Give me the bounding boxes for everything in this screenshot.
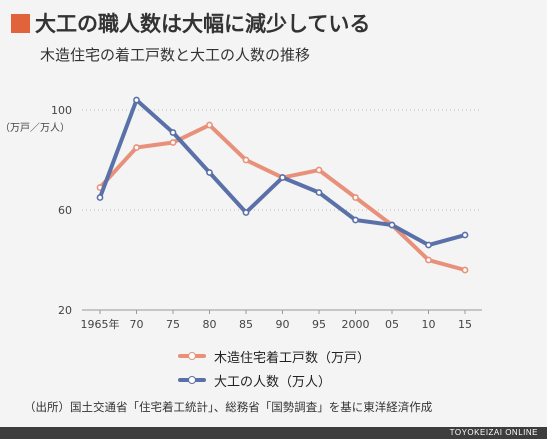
data-point-1-1 <box>133 96 140 104</box>
data-point-1-5 <box>279 174 286 181</box>
x-tick-label-5: 90 <box>276 318 290 331</box>
series-layer <box>96 96 469 274</box>
x-tick-label-7: 2000 <box>342 318 370 331</box>
y-axis-unit-label: （万戸／万人） <box>0 123 70 134</box>
x-tick-label-0: 1965年 <box>81 317 120 331</box>
chart-subtitle: 木造住宅の着工戸数と大工の人数の推移 <box>40 46 311 64</box>
y-tick-label-60: 60 <box>58 204 72 217</box>
data-point-1-9 <box>425 241 432 249</box>
legend-item-carpenters: 大工の人数（万人） <box>178 368 370 392</box>
title-accent-square <box>11 13 30 33</box>
chart-title: 大工の職人数は大幅に減少している <box>35 12 371 36</box>
source-note: （出所）国土交通省「住宅着工統計」、総務省「国勢調査」を基に東洋経済作成 <box>24 400 433 414</box>
data-point-1-7 <box>352 216 359 224</box>
x-tick-label-3: 80 <box>203 318 217 331</box>
data-point-0-4 <box>242 156 250 164</box>
data-point-1-6 <box>315 189 323 196</box>
series-0 <box>96 121 469 274</box>
x-tick-label-9: 10 <box>422 318 436 331</box>
legend: 木造住宅着工戸数（万戸） 大工の人数（万人） <box>178 344 370 392</box>
legend-swatch-orange <box>178 351 206 361</box>
data-point-1-8 <box>388 221 396 229</box>
title-row: 大工の職人数は大幅に減少している <box>11 8 370 38</box>
x-tick-label-4: 85 <box>239 318 253 331</box>
legend-marker-orange <box>188 352 196 360</box>
legend-item-housing-starts: 木造住宅着工戸数（万戸） <box>178 344 370 368</box>
x-tick-label-6: 95 <box>312 318 326 331</box>
x-tick-labels: 1965年 70 75 80 85 90 95 2000 05 10 15 <box>81 310 472 331</box>
data-point-1-4 <box>242 209 250 216</box>
x-tick-label-10: 15 <box>458 318 472 331</box>
y-tick-label-20: 20 <box>58 304 72 317</box>
data-point-0-3 <box>206 121 213 129</box>
data-point-1-10 <box>461 231 469 239</box>
data-point-0-2 <box>169 139 177 146</box>
data-point-1-3 <box>206 169 213 176</box>
data-point-0-6 <box>315 166 323 174</box>
footer-brand: TOYOKEIZAI ONLINE <box>0 427 547 439</box>
x-tick-label-8: 05 <box>385 318 399 331</box>
series-line-0 <box>98 123 467 273</box>
legend-label-carpenters: 大工の人数（万人） <box>214 374 332 390</box>
series-1 <box>96 96 469 249</box>
data-point-0-9 <box>425 256 432 264</box>
data-point-0-1 <box>133 144 140 151</box>
y-tick-label-100: 100 <box>51 104 72 117</box>
grid-lines <box>82 109 482 311</box>
legend-swatch-blue <box>178 375 206 385</box>
data-point-1-2 <box>169 129 177 136</box>
x-tick-label-2: 75 <box>166 318 180 331</box>
data-point-1-0 <box>96 194 104 201</box>
data-point-0-7 <box>352 194 359 201</box>
data-point-0-10 <box>461 266 469 274</box>
x-tick-label-1: 70 <box>130 318 144 331</box>
legend-label-housing-starts: 木造住宅着工戸数（万戸） <box>214 350 371 366</box>
series-line-1 <box>98 98 467 248</box>
y-tick-labels: 20 60 100 <box>51 104 72 317</box>
legend-marker-blue <box>188 376 196 384</box>
